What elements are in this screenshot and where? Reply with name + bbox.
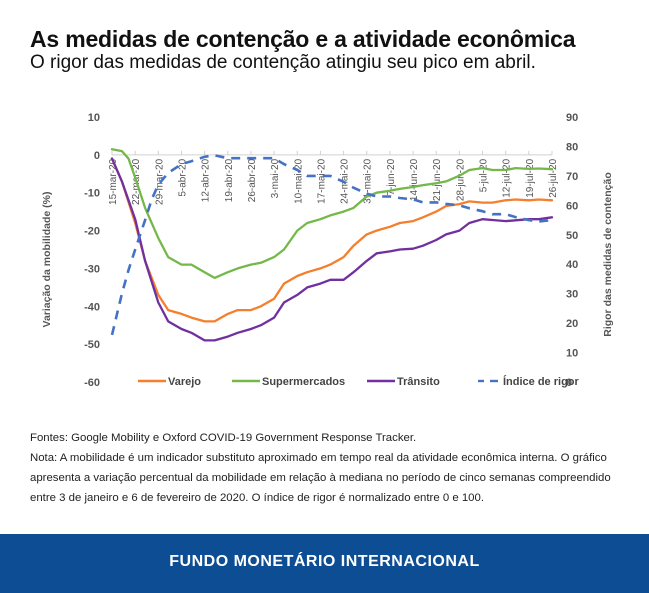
x-tick-label: 15-mar-20 <box>108 158 119 205</box>
y2-tick-label: 80 <box>566 141 578 153</box>
legend-label: Supermercados <box>262 376 345 388</box>
y2-tick-label: 50 <box>566 230 578 242</box>
legend-item-supermercados: Supermercados <box>232 376 345 388</box>
x-tick-label: 14-jun-20 <box>409 158 420 201</box>
series-line-transito <box>110 157 554 342</box>
legend-item-indice-de-rigor: Índice de rigor <box>478 375 580 388</box>
y2-tick-label: 0 <box>566 377 572 389</box>
y-tick-label: -10 <box>84 188 100 200</box>
y2-tick-label: 40 <box>566 259 578 271</box>
y-tick-label: -50 <box>84 339 100 351</box>
y2-axis-title: Rigor das medidas de contenção <box>602 172 614 337</box>
x-tick-label: 12-jul-20 <box>502 158 513 197</box>
y2-tick-label: 20 <box>566 318 578 330</box>
footer-label: FUNDO MONETÁRIO INTERNACIONAL <box>169 553 480 570</box>
y-tick-label: -20 <box>84 226 100 238</box>
y2-tick-label: 70 <box>566 171 578 183</box>
x-tick-label: 5-jul-20 <box>479 158 490 192</box>
legend-item-transito: Trânsito <box>367 376 440 388</box>
y2-tick-label: 30 <box>566 289 578 301</box>
chart-subtitle: O rigor das medidas de contenção atingiu… <box>30 52 536 73</box>
series-line-indice-de-rigor <box>110 154 553 336</box>
footer-band: FUNDO MONETÁRIO INTERNACIONAL <box>0 534 649 593</box>
series-line-supermercados <box>110 148 554 280</box>
y2-tick-label: 90 <box>566 112 578 124</box>
x-tick-label: 31-mai-20 <box>363 158 374 203</box>
chart-title: As medidas de contenção e a atividade ec… <box>30 26 576 52</box>
note-text: Nota: A mobilidade é um indicador substi… <box>30 452 611 504</box>
x-tick-label: 26-jul-20 <box>548 158 559 197</box>
x-tick-label: 17-mai-20 <box>316 158 327 203</box>
x-tick-label: 19-jul-20 <box>525 158 536 197</box>
legend-label: Varejo <box>168 376 201 388</box>
legend-label: Trânsito <box>397 376 440 388</box>
x-tick-label: 19-abr-20 <box>224 158 235 202</box>
x-tick-label: 24-mai-20 <box>340 158 351 203</box>
y-tick-label: -40 <box>84 301 100 313</box>
x-tick-label: 3-mai-20 <box>270 158 281 198</box>
y-tick-label: 0 <box>94 150 100 162</box>
x-tick-label: 21-jun-20 <box>432 158 443 201</box>
y2-tick-label: 10 <box>566 348 578 360</box>
y-axis-title: Variação da mobilidade (%) <box>41 192 53 328</box>
y-tick-label: -60 <box>84 377 100 389</box>
x-tick-label: 10-mai-20 <box>293 158 304 203</box>
series-line-varejo <box>110 157 554 323</box>
line-chart: 10 0 -10 -20 -30 -40 -50 -60 90 80 70 60 50 40 30 20 10 0… <box>41 112 614 389</box>
y-tick-label: 10 <box>88 112 100 124</box>
x-tick-label: 7-jun-20 <box>386 158 397 195</box>
x-tick-label: 26-abr-20 <box>247 158 258 202</box>
x-tick-label: 5-abr-20 <box>177 158 188 196</box>
x-tick-label: 28-jun-20 <box>455 158 466 201</box>
chart-notes: Fontes: Google Mobility e Oxford COVID-1… <box>30 428 630 508</box>
x-tick-label: 12-abr-20 <box>201 158 212 202</box>
legend-label: Índice de rigor <box>503 375 580 388</box>
y-tick-label: -30 <box>84 263 100 275</box>
y2-tick-label: 60 <box>566 200 578 212</box>
legend-item-varejo: Varejo <box>138 376 201 388</box>
sources-text: Fontes: Google Mobility e Oxford COVID-1… <box>30 432 417 444</box>
